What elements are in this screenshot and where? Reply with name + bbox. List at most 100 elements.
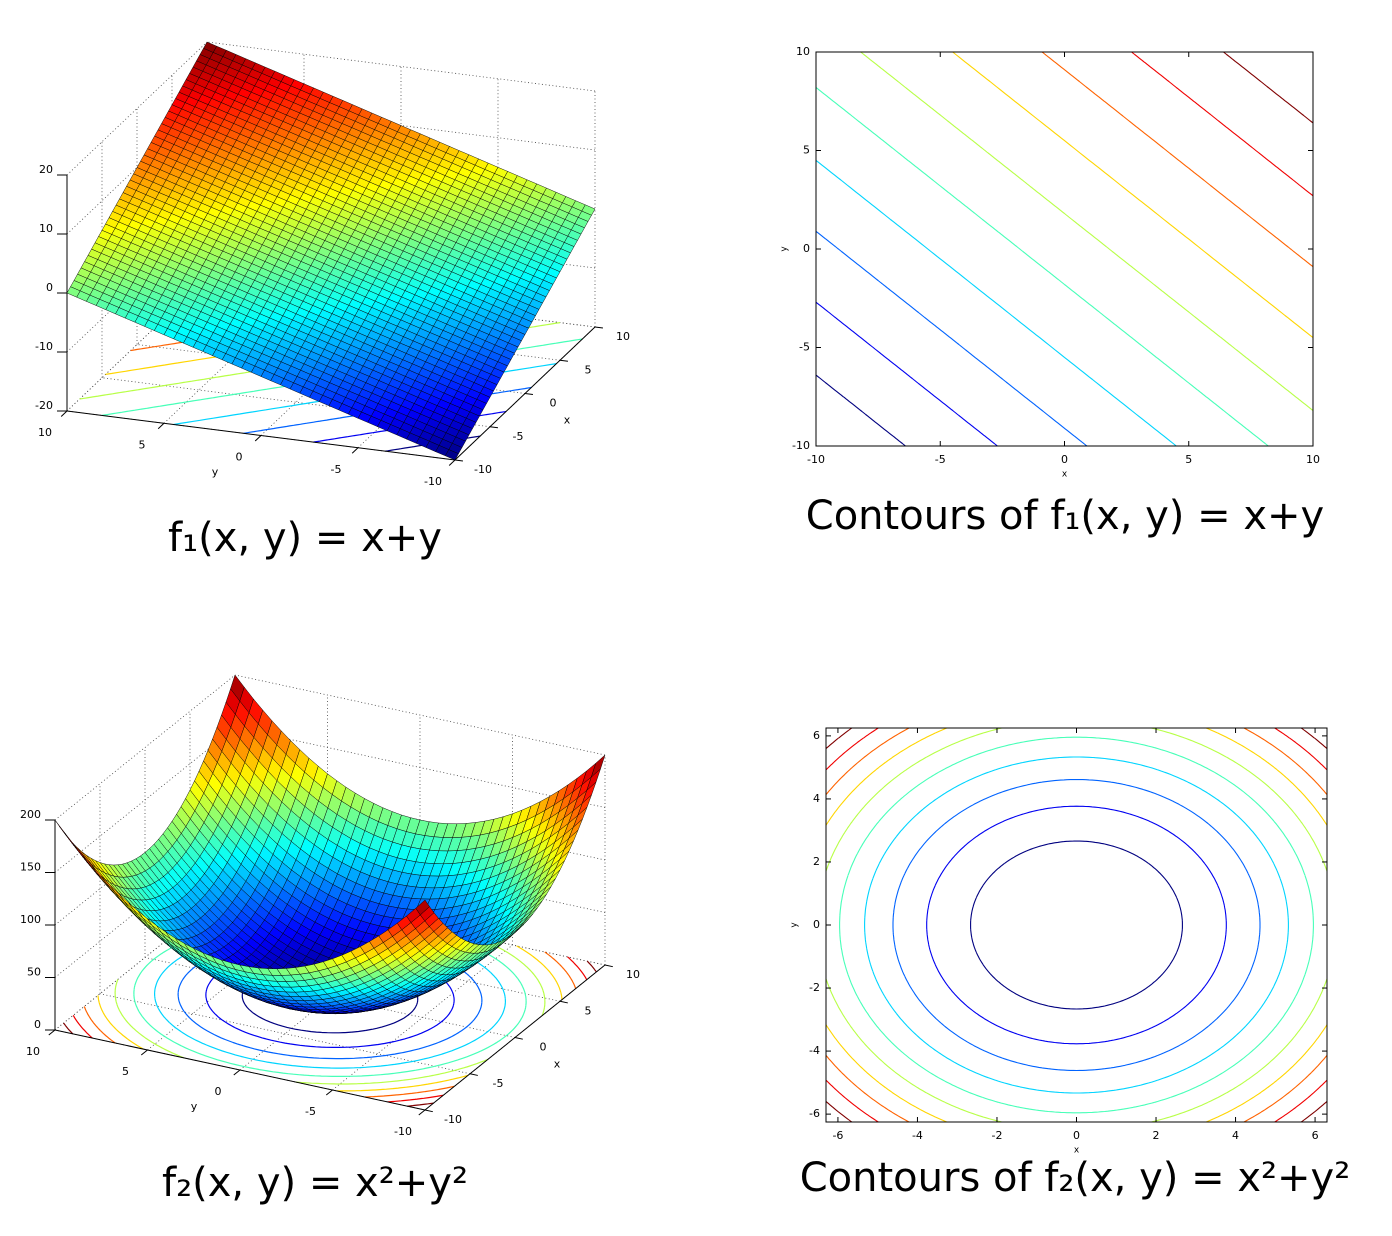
x-tick-label: 5 bbox=[585, 1004, 592, 1017]
tick-mark bbox=[604, 964, 613, 968]
plot-area bbox=[826, 728, 1327, 1122]
contour-line bbox=[825, 727, 1328, 1123]
contour-line bbox=[860, 51, 1314, 411]
y-tick-label: 2 bbox=[813, 855, 820, 868]
y-tick-label: 0 bbox=[813, 918, 820, 931]
y-tick-label: 4 bbox=[813, 792, 820, 805]
y-tick-label: -10 bbox=[792, 439, 810, 452]
contour-line bbox=[815, 374, 906, 447]
grid-line bbox=[163, 289, 305, 424]
y-axis-label: y bbox=[212, 466, 219, 479]
x-tick-label: 10 bbox=[1306, 453, 1320, 466]
grid-line bbox=[66, 218, 208, 353]
y-tick-label: -10 bbox=[394, 1125, 412, 1138]
caption: Contours of f₂(x, y) = x²+y² bbox=[800, 1155, 1351, 1201]
tick-mark bbox=[424, 1109, 433, 1113]
y-tick-label: -5 bbox=[331, 463, 342, 476]
contour-line bbox=[1223, 51, 1314, 124]
z-tick-label: 100 bbox=[20, 913, 41, 926]
grid-line bbox=[206, 41, 596, 92]
x-tick-label: 10 bbox=[616, 330, 630, 343]
x-tick-label: -5 bbox=[935, 453, 946, 466]
contour-line bbox=[825, 727, 1328, 1123]
x-tick-label: 5 bbox=[585, 363, 592, 376]
contour-line bbox=[815, 230, 1088, 447]
y-tick-label: 10 bbox=[796, 45, 810, 58]
caption: Contours of f₁(x, y) = x+y bbox=[806, 493, 1324, 539]
x-axis-label: x bbox=[1062, 470, 1068, 480]
grid-line bbox=[66, 277, 208, 412]
caption: f₁(x, y) = x+y bbox=[168, 515, 442, 561]
tick-mark bbox=[233, 1069, 241, 1076]
x-axis-label: x bbox=[1074, 1146, 1080, 1156]
tick-mark bbox=[469, 1073, 478, 1076]
y-tick-label: 10 bbox=[26, 1045, 40, 1058]
x-tick-label: 0 bbox=[540, 1041, 547, 1054]
x-tick-label: -6 bbox=[832, 1129, 843, 1142]
tick-mark bbox=[559, 1000, 568, 1004]
z-tick-label: 0 bbox=[34, 1018, 41, 1031]
z-tick-label: 0 bbox=[46, 281, 53, 294]
tick-mark bbox=[325, 1089, 333, 1096]
grid-line bbox=[101, 377, 491, 428]
tick-mark bbox=[514, 1037, 523, 1040]
tick-mark bbox=[254, 435, 262, 442]
y-tick-label: -6 bbox=[809, 1107, 820, 1120]
grid-line bbox=[54, 674, 236, 821]
contour-line bbox=[825, 727, 1328, 1123]
z-tick-label: -20 bbox=[35, 399, 53, 412]
x-tick-label: -10 bbox=[807, 453, 825, 466]
x-tick-label: 0 bbox=[1073, 1129, 1080, 1142]
x-tick-label: 2 bbox=[1153, 1129, 1160, 1142]
x-tick-label: 0 bbox=[550, 397, 557, 410]
x-tick-label: -2 bbox=[991, 1129, 1002, 1142]
plot-area bbox=[816, 52, 1313, 446]
contour-line bbox=[864, 756, 1289, 1094]
tick-mark bbox=[351, 447, 359, 454]
x-tick-label: -4 bbox=[912, 1129, 923, 1142]
contour-line bbox=[815, 159, 1177, 447]
tick-mark bbox=[594, 326, 603, 329]
y-tick-label: 5 bbox=[139, 438, 146, 451]
y-tick-label: 0 bbox=[236, 451, 243, 464]
contour-line bbox=[815, 301, 998, 447]
grid-line bbox=[234, 727, 606, 808]
x-tick-label: -10 bbox=[444, 1113, 462, 1126]
x-tick-label: 10 bbox=[626, 968, 640, 981]
y-tick-label: -10 bbox=[424, 475, 442, 488]
y-tick-label: 0 bbox=[803, 242, 810, 255]
tick-mark bbox=[489, 426, 498, 429]
tick-mark bbox=[140, 1049, 148, 1056]
z-tick-label: 50 bbox=[27, 966, 41, 979]
contour-line bbox=[892, 778, 1261, 1072]
y-tick-label: 0 bbox=[215, 1085, 222, 1098]
x-tick-label: 0 bbox=[1061, 453, 1068, 466]
z-tick-label: 10 bbox=[39, 222, 53, 235]
contour-line bbox=[839, 736, 1314, 1114]
grid-line bbox=[332, 944, 513, 1091]
grid-line bbox=[99, 993, 471, 1075]
x-tick-label: 4 bbox=[1232, 1129, 1239, 1142]
tick-mark bbox=[448, 459, 456, 466]
grid-line bbox=[234, 674, 606, 756]
y-tick-label: 5 bbox=[122, 1065, 129, 1078]
z-tick-label: 200 bbox=[20, 808, 41, 821]
contour-line bbox=[815, 87, 1269, 447]
tick-mark bbox=[524, 393, 533, 395]
y-axis-label: y bbox=[191, 1100, 198, 1113]
x-tick-label: -5 bbox=[493, 1077, 504, 1090]
x-tick-label: -5 bbox=[513, 430, 524, 443]
x-tick-label: 6 bbox=[1312, 1129, 1319, 1142]
z-tick-label: 20 bbox=[39, 163, 53, 176]
grid-line bbox=[66, 100, 208, 235]
grid-line bbox=[260, 302, 402, 436]
tick-mark bbox=[418, 1109, 426, 1116]
surface-facet bbox=[415, 899, 430, 916]
tick-mark bbox=[454, 459, 463, 462]
contour-line bbox=[825, 727, 1328, 1123]
y-tick-label: -4 bbox=[809, 1044, 820, 1057]
grid-line bbox=[54, 727, 236, 873]
x-tick-label: -10 bbox=[474, 463, 492, 476]
y-axis-label: y bbox=[780, 246, 790, 252]
